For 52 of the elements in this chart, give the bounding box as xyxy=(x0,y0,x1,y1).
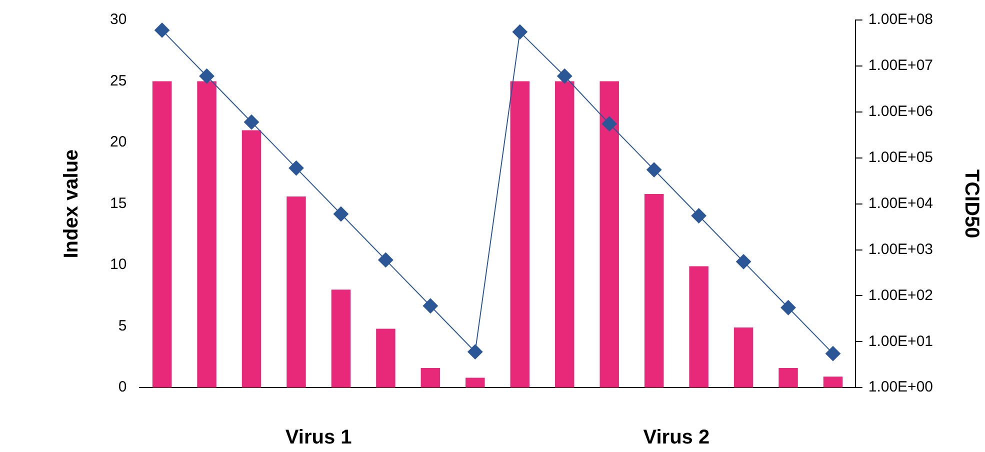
bar xyxy=(600,81,619,388)
point xyxy=(512,24,528,40)
bar xyxy=(420,368,440,388)
y2-tick-label: 1.00E+07 xyxy=(868,57,934,74)
bar xyxy=(510,81,530,388)
bar xyxy=(734,328,754,388)
y-tick-label: 30 xyxy=(110,11,127,28)
point xyxy=(288,160,304,176)
y2-tick-label: 1.00E+00 xyxy=(868,378,934,396)
bar xyxy=(689,266,708,388)
bar xyxy=(242,130,262,388)
point xyxy=(468,344,483,360)
y-tick-label: 20 xyxy=(110,134,127,151)
bar xyxy=(376,328,396,388)
text: Virus 1 xyxy=(285,426,352,449)
point xyxy=(422,298,438,314)
point xyxy=(780,300,796,316)
bar xyxy=(644,194,664,388)
y-axis-title: Index value xyxy=(60,149,83,258)
point xyxy=(199,68,214,84)
y2-tick-label: 1.00E+05 xyxy=(868,148,934,166)
bar xyxy=(331,290,351,388)
point xyxy=(825,346,840,362)
point xyxy=(691,208,706,224)
point xyxy=(736,254,752,270)
point xyxy=(244,114,260,130)
y-tick-label: 10 xyxy=(110,256,127,274)
bar xyxy=(286,196,306,388)
y2-tick-label: 1.00E+03 xyxy=(868,240,934,258)
point xyxy=(602,116,617,132)
bar xyxy=(466,378,485,388)
text: Virus 2 xyxy=(643,426,710,449)
y-tick-label: 25 xyxy=(110,72,127,90)
bar xyxy=(778,368,798,388)
bar xyxy=(555,81,574,388)
y-tick-label: 15 xyxy=(110,194,127,212)
y2-tick-label: 1.00E+08 xyxy=(868,11,934,28)
point xyxy=(646,162,662,178)
point xyxy=(557,68,572,84)
y2-tick-label: 1.00E+01 xyxy=(868,332,934,350)
bar xyxy=(823,376,843,388)
bar xyxy=(197,81,216,388)
y2-tick-label: 1.00E+06 xyxy=(868,103,934,120)
y2-tick-label: 1.00E+02 xyxy=(868,286,934,304)
y2-axis-title: TCID50 xyxy=(960,169,982,238)
point xyxy=(378,252,394,268)
point xyxy=(333,206,348,222)
y-tick-label: 5 xyxy=(118,317,127,334)
y-tick-label: 0 xyxy=(118,378,127,396)
point xyxy=(154,22,170,38)
bar xyxy=(152,81,172,388)
y2-tick-label: 1.00E+04 xyxy=(868,194,934,212)
